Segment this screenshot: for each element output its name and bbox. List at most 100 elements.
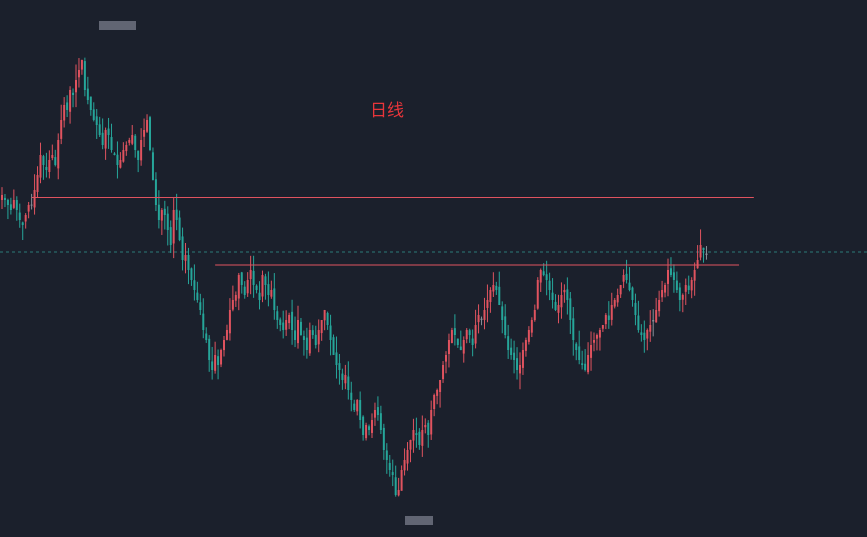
candle-body (36, 175, 39, 193)
candle-body (302, 336, 305, 340)
candle (279, 317, 282, 332)
candle (462, 336, 465, 363)
candle (217, 349, 220, 380)
candle (625, 259, 628, 284)
candle-body (261, 275, 264, 297)
candle (225, 324, 228, 341)
candle-body (21, 222, 24, 225)
candle-body (110, 137, 113, 150)
candle-body (107, 128, 110, 135)
candle (116, 141, 119, 179)
candle (267, 271, 270, 307)
candle-body (72, 92, 75, 95)
candle-body (385, 450, 388, 460)
candle (430, 400, 433, 440)
candle (672, 264, 675, 293)
candle (175, 193, 178, 231)
candle-body (18, 212, 21, 220)
candle (406, 442, 409, 471)
candle-body (350, 392, 353, 400)
candle-body (151, 152, 154, 180)
candle (166, 206, 169, 246)
candle (323, 309, 326, 331)
candle-body (430, 410, 433, 435)
candle (667, 258, 669, 297)
candle (27, 201, 30, 219)
candle-body (223, 340, 225, 351)
candle (513, 340, 516, 374)
candle (60, 104, 63, 145)
candle (533, 304, 536, 322)
candle (344, 364, 347, 390)
candle-body (338, 363, 341, 370)
candle (439, 379, 442, 408)
candle-body (45, 166, 48, 170)
candle (311, 325, 314, 339)
candle-body (137, 150, 140, 160)
candle-body (513, 352, 516, 360)
candle-body (86, 88, 89, 100)
candle (6, 198, 9, 220)
candle (86, 76, 89, 105)
candle (294, 316, 297, 348)
candle-body (332, 337, 335, 355)
candle-body (255, 285, 258, 290)
candle (143, 118, 146, 147)
candle-body (442, 365, 445, 380)
candle-body (75, 80, 77, 93)
candle (270, 280, 273, 299)
candle (63, 97, 66, 128)
candle-body (225, 330, 228, 340)
candle-body (655, 310, 658, 323)
candle-body (252, 270, 255, 285)
candle (261, 270, 264, 303)
candle-body (507, 336, 510, 350)
candle-body (175, 209, 178, 220)
candle-body (456, 338, 459, 345)
candle-body (314, 334, 317, 345)
candle-body (637, 315, 640, 330)
candle-body (335, 352, 338, 365)
candle-body (308, 330, 311, 354)
candle-body (459, 346, 462, 350)
candle (69, 86, 72, 124)
candle-body (527, 330, 530, 342)
candle-body (436, 390, 439, 396)
candle-body (539, 270, 542, 283)
candle-body (77, 70, 80, 78)
candle-body (569, 298, 572, 320)
candle-body (595, 335, 598, 339)
candle-body (193, 280, 196, 290)
candle (190, 267, 193, 286)
candle-body (134, 135, 137, 150)
candle (622, 269, 625, 289)
candle-body (397, 490, 400, 496)
candle (21, 221, 24, 241)
candle-body (631, 287, 634, 300)
candle (77, 58, 80, 88)
candle (15, 196, 18, 221)
candle-body (160, 210, 163, 221)
candle (258, 281, 261, 310)
candle (12, 189, 15, 210)
candle-body (163, 208, 166, 215)
candle-body (220, 350, 223, 365)
candle-body (604, 315, 607, 325)
candle-body (63, 105, 66, 121)
candle-body (616, 295, 619, 303)
candle (693, 262, 696, 296)
candle (628, 267, 631, 292)
candle-body (190, 268, 193, 280)
candle (320, 319, 323, 341)
candle (569, 291, 572, 334)
candle-body (371, 420, 373, 433)
candle-body (445, 355, 447, 362)
candle (95, 109, 98, 139)
candle (483, 297, 486, 330)
candle-body (501, 306, 504, 320)
candle-body (524, 340, 527, 351)
candle-body (533, 310, 536, 321)
candle-body (427, 422, 430, 435)
candle-body (693, 270, 696, 281)
candle-body (39, 155, 42, 178)
